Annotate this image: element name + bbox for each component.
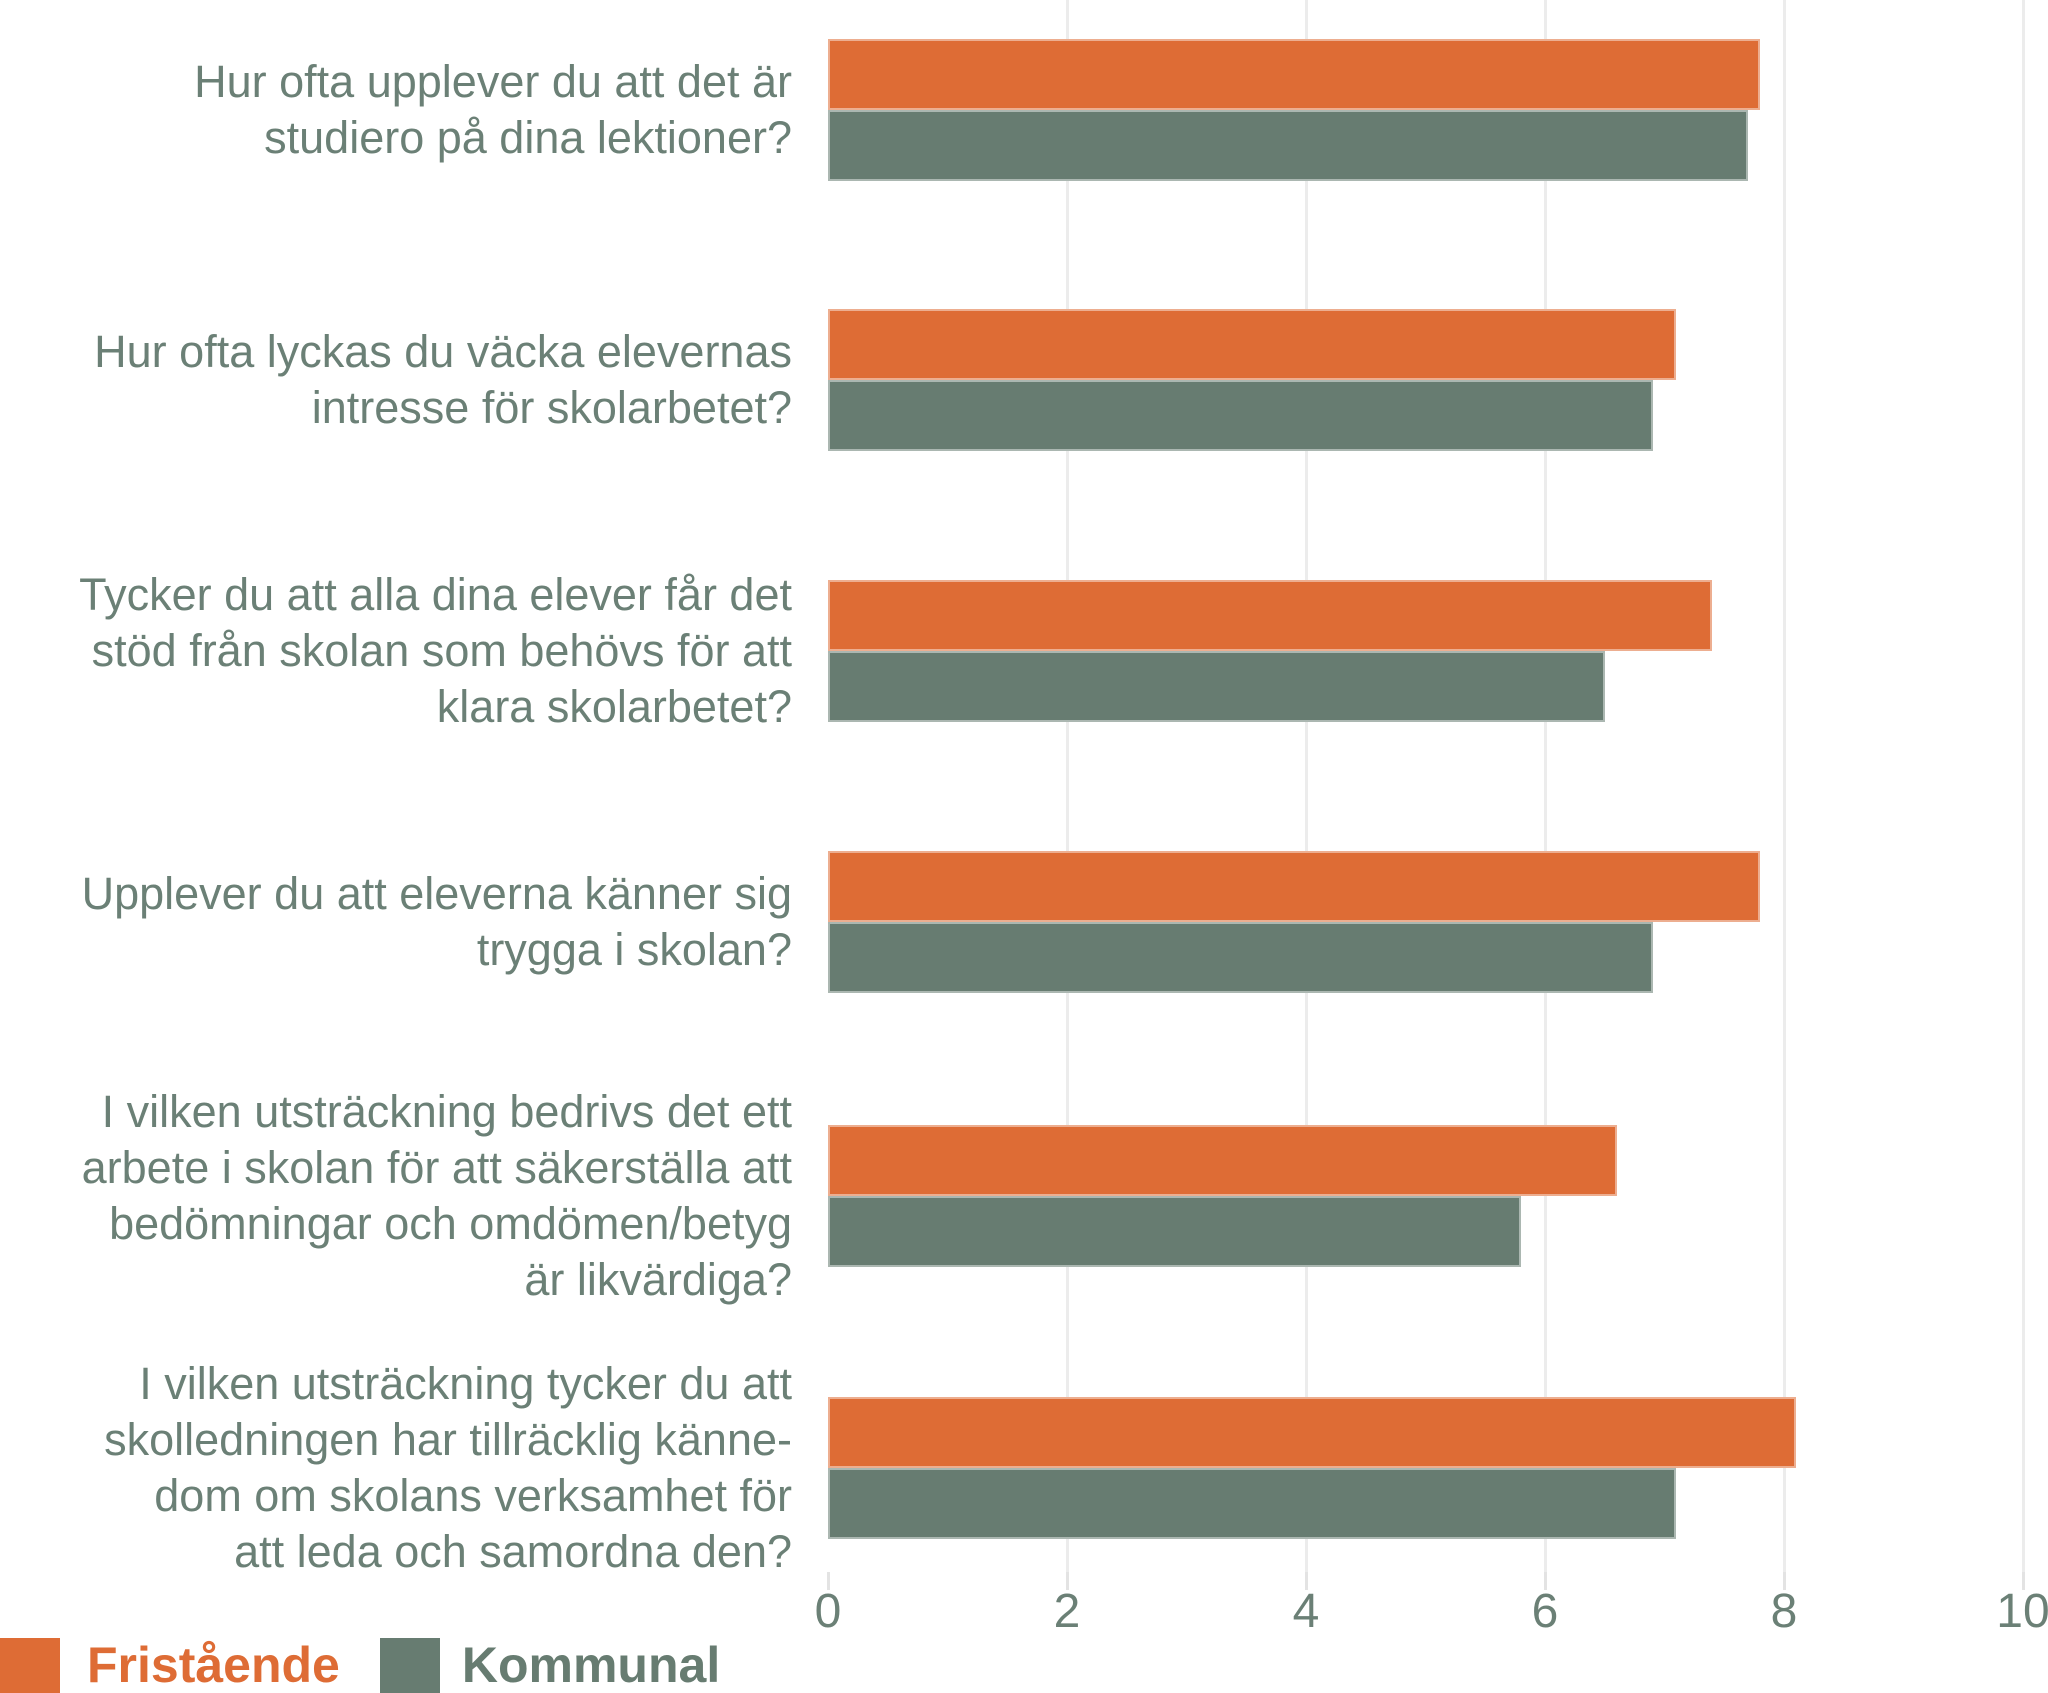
x-tick-mark bbox=[1544, 1572, 1547, 1590]
x-tick-label: 4 bbox=[1292, 1585, 1320, 1638]
legend-label-kommunal: Kommunal bbox=[461, 1637, 721, 1693]
category-label: Tycker du att alla dina elever får det s… bbox=[79, 569, 792, 732]
legend-swatch-fristaende bbox=[0, 1638, 60, 1693]
category-label: Upplever du att eleverna känner sig tryg… bbox=[81, 868, 792, 975]
gridline bbox=[1544, 0, 1547, 1572]
x-tick-mark bbox=[827, 1572, 830, 1590]
legend-label-fristaende: Fristående bbox=[87, 1637, 340, 1693]
bar-fristaende bbox=[828, 1125, 1617, 1196]
category-label: I vilken utsträckning tycker du att skol… bbox=[104, 1358, 792, 1577]
bar-fristaende bbox=[828, 580, 1713, 651]
x-tick-mark bbox=[1305, 1572, 1308, 1590]
category-label: I vilken utsträckning bedrivs det ett ar… bbox=[81, 1086, 792, 1305]
legend-swatch-kommunal bbox=[379, 1638, 440, 1693]
bar-fristaende bbox=[828, 851, 1761, 922]
bar-kommunal bbox=[828, 110, 1749, 181]
legend: Fristående Kommunal bbox=[0, 1633, 720, 1693]
bar-kommunal bbox=[828, 651, 1605, 722]
bar-fristaende bbox=[828, 309, 1677, 380]
x-tick-label: 6 bbox=[1531, 1585, 1559, 1638]
x-tick-label: 10 bbox=[1996, 1585, 2048, 1638]
gridline bbox=[2022, 0, 2025, 1572]
category-label: Hur ofta lyckas du väcka elevernas intre… bbox=[94, 326, 792, 433]
x-tick-mark bbox=[2022, 1572, 2025, 1590]
x-tick-label: 2 bbox=[1053, 1585, 1081, 1638]
x-tick-mark bbox=[1783, 1572, 1786, 1590]
bar-kommunal bbox=[828, 380, 1653, 451]
bar-kommunal bbox=[828, 1468, 1677, 1539]
x-tick-label: 8 bbox=[1770, 1585, 1798, 1638]
bar-fristaende bbox=[828, 39, 1761, 110]
gridline bbox=[1305, 0, 1308, 1572]
bar-fristaende bbox=[828, 1397, 1796, 1468]
x-tick-label: 0 bbox=[814, 1585, 842, 1638]
bar-kommunal bbox=[828, 922, 1653, 993]
bar-kommunal bbox=[828, 1196, 1522, 1267]
gridline bbox=[1066, 0, 1069, 1572]
x-tick-mark bbox=[1066, 1572, 1069, 1590]
category-label: Hur ofta upplever du att det är studiero… bbox=[194, 56, 792, 163]
gridline bbox=[1783, 0, 1786, 1572]
